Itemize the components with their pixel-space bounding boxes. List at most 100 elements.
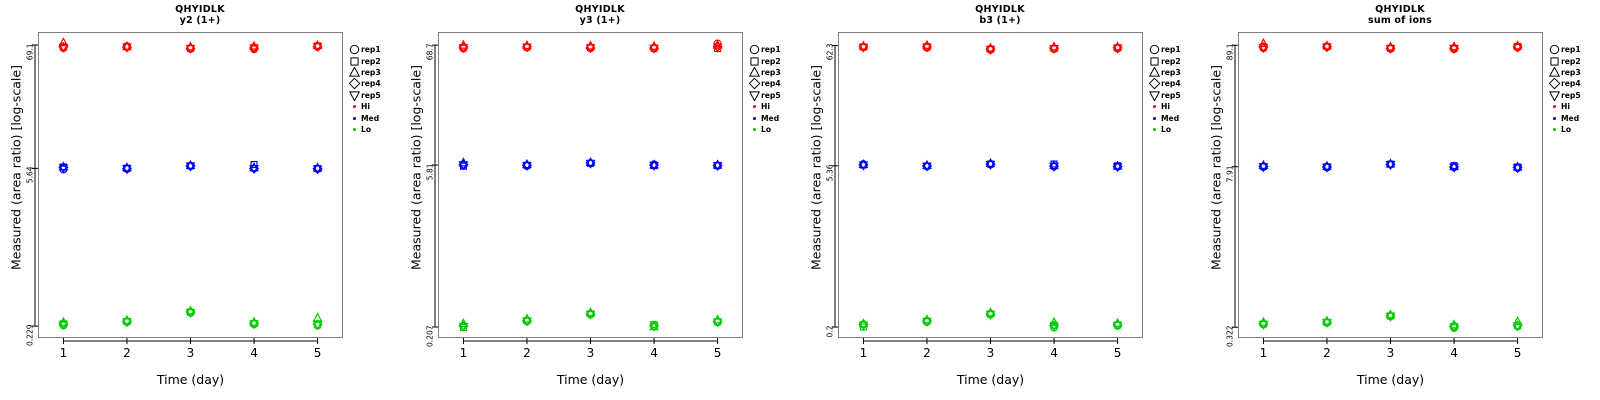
legend-label: Med	[1561, 113, 1580, 123]
x-tick-label: 2	[123, 346, 131, 360]
y-tick-label: 5.64	[25, 166, 35, 184]
dot-icon	[1152, 105, 1157, 109]
point-Hi-rep5-day3	[985, 45, 996, 55]
y-tick-label: 89.1	[1225, 43, 1235, 61]
point-Med-rep3-day4	[249, 162, 259, 172]
point-Lo-rep5-day2	[522, 317, 532, 327]
data-points-svg	[1258, 38, 1523, 333]
point-Med-rep5-day1	[458, 161, 469, 171]
point-Hi-rep5-day5	[712, 43, 723, 53]
x-tick-label: 4	[250, 346, 258, 360]
legend-item-med: Med	[1549, 112, 1599, 123]
x-tick-label: 4	[1450, 346, 1458, 360]
x-tick-label: 2	[923, 346, 931, 360]
x-axis-title: Time (day)	[956, 372, 1025, 387]
point-Med-rep3-day1	[58, 161, 69, 171]
plot-area	[38, 32, 343, 338]
point-Hi-rep5-day4	[1449, 44, 1459, 55]
point-Hi-rep5-day5	[1112, 44, 1123, 54]
dot-icon	[1552, 105, 1557, 109]
legend-label: rep1	[1561, 45, 1581, 55]
panel-subtitle: y3 (1+)	[579, 15, 621, 26]
legend-item-lo: Lo	[1149, 124, 1199, 135]
legend: rep1 rep2 rep3 rep4 rep5 Hi Med Lo	[1149, 44, 1199, 135]
point-Med-rep3-day2	[522, 158, 532, 169]
legend: rep1 rep2 rep3 rep4 rep5 Hi Med Lo	[349, 44, 399, 135]
legend: rep1 rep2 rep3 rep4 rep5 Hi Med Lo	[1549, 44, 1599, 135]
legend-label: rep3	[361, 67, 381, 77]
legend-item-lo: Lo	[749, 124, 799, 135]
legend-label: Med	[1161, 113, 1180, 123]
x-tick-label: 2	[523, 346, 531, 360]
legend-label: rep3	[761, 67, 781, 77]
point-Med-rep3-day2	[922, 159, 932, 169]
legend-item-med: Med	[1149, 112, 1199, 123]
point-Med-rep5-day3	[1385, 161, 1396, 171]
point-Med-rep5-day2	[522, 161, 532, 172]
point-Med-rep3-day4	[1049, 160, 1059, 170]
point-Lo-rep5-day5	[1512, 322, 1523, 332]
point-Lo-rep5-day5	[1112, 321, 1123, 331]
point-Hi-rep5-day2	[522, 43, 532, 53]
legend-label: Hi	[1561, 102, 1570, 112]
legend-item-rep5: rep5	[1549, 90, 1599, 101]
panel-subtitle: sum of ions	[1368, 15, 1432, 26]
legend-item-rep1: rep1	[349, 44, 399, 55]
point-Lo-rep3-day5	[312, 312, 323, 322]
point-Med-rep5-day5	[1112, 163, 1123, 173]
point-Hi-rep5-day4	[649, 44, 659, 54]
legend-label: Lo	[1561, 124, 1572, 134]
x-tick-label: 5	[713, 346, 722, 360]
panel-1: QHYIDLK y2 (1+) Measured (area ratio) [log…	[0, 0, 400, 400]
legend-label: rep3	[1161, 67, 1181, 77]
point-Hi-rep5-day2	[122, 43, 132, 53]
legend-item-med: Med	[749, 112, 799, 123]
point-Med-rep3-day5	[1112, 160, 1123, 170]
x-tick-label: 4	[1050, 346, 1058, 360]
point-Med-rep3-day3	[185, 159, 196, 170]
point-Lo-rep5-day5	[712, 318, 723, 328]
point-Med-rep3-day5	[712, 159, 723, 169]
triangle-up-icon	[1149, 66, 1160, 77]
legend-item-rep4: rep4	[749, 78, 799, 90]
legend-label: Med	[361, 113, 380, 123]
legend-item-rep2: rep2	[1149, 55, 1199, 66]
point-Lo-rep5-day3	[185, 309, 196, 319]
dot-icon	[352, 105, 357, 109]
data-points-layer	[1238, 32, 1543, 338]
point-Med-rep3-day2	[1322, 160, 1332, 170]
legend-label: rep4	[761, 79, 781, 89]
plot-area	[438, 32, 743, 338]
x-axis-title: Time (day)	[156, 372, 225, 387]
point-Lo-rep5-day3	[585, 310, 596, 321]
point-Hi-rep3-day1	[858, 40, 869, 50]
legend-label: rep3	[1561, 67, 1581, 77]
dot-icon	[752, 116, 757, 120]
x-tick-label: 5	[1513, 346, 1522, 360]
legend-item-rep3: rep3	[1549, 66, 1599, 78]
point-Lo-rep3-day5	[1512, 316, 1523, 326]
legend-label: Med	[761, 113, 780, 123]
point-Lo-rep5-day5	[312, 321, 323, 331]
y-axis-title: Measured (area ratio) [log-scale]	[1208, 65, 1224, 270]
square-icon	[1550, 56, 1559, 66]
point-Lo-rep5-day4	[649, 322, 659, 332]
legend-label: Lo	[1161, 124, 1172, 134]
legend-item-hi: Hi	[1549, 101, 1599, 112]
data-points-svg	[58, 37, 323, 331]
panel-title: QHYIDLK	[1375, 4, 1425, 15]
y-axis-title: Measured (area ratio) [log-scale]	[808, 65, 824, 270]
legend-item-rep3: rep3	[749, 66, 799, 78]
point-Lo-rep5-day2	[1322, 319, 1332, 329]
point-Lo-rep5-day3	[1385, 312, 1396, 322]
point-Med-rep3-day5	[1512, 161, 1523, 171]
point-Hi-rep5-day4	[249, 44, 259, 54]
point-Med-rep5-day1	[1258, 163, 1269, 173]
square-icon	[350, 56, 359, 66]
x-tick-label: 1	[459, 346, 468, 360]
data-points-layer	[38, 32, 343, 338]
dot-icon	[1152, 116, 1157, 120]
point-Hi-rep5-day3	[1385, 44, 1396, 55]
point-Med-rep3-day3	[985, 157, 996, 167]
point-Med-rep5-day4	[1049, 162, 1059, 172]
